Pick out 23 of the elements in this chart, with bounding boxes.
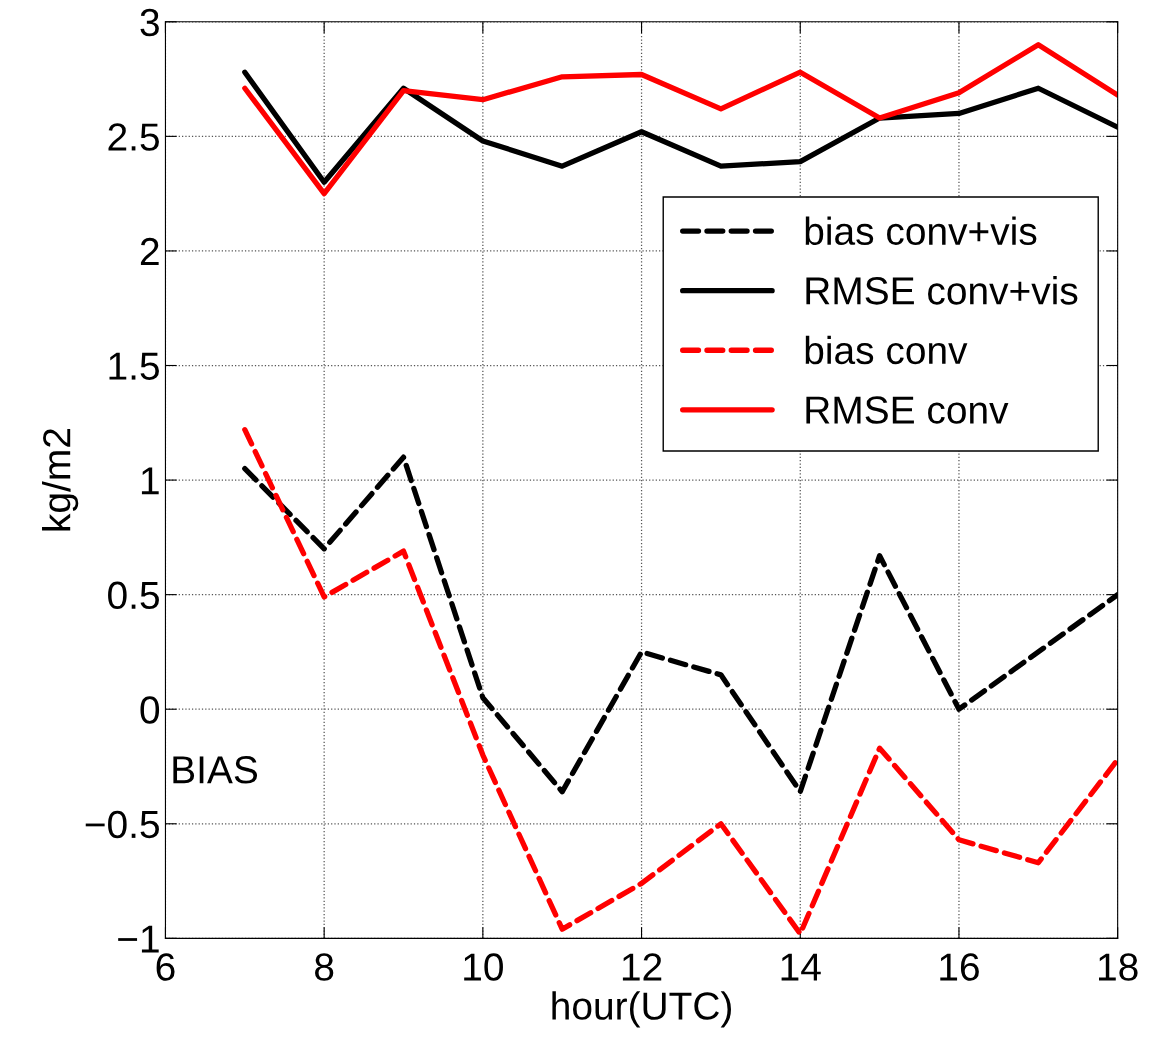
y-tick-label: −0.5 <box>85 810 159 839</box>
y-tick-label: −1 <box>118 925 159 953</box>
legend-label: bias conv+vis <box>805 216 1037 246</box>
annotation: BIAS <box>173 756 258 784</box>
x-tick-label: 18 <box>1099 953 1138 981</box>
x-tick-label: 14 <box>781 953 821 981</box>
x-tick-label: 6 <box>156 953 175 981</box>
y-axis-title: kg/m2 <box>42 429 79 531</box>
y-tick-label: 3 <box>140 8 159 37</box>
y-tick-label: 1 <box>141 467 159 495</box>
x-tick-label: 16 <box>940 953 979 981</box>
x-tick-label: 12 <box>622 953 662 981</box>
y-tick-label: 2 <box>140 237 159 266</box>
legend-label: RMSE conv <box>806 396 1009 424</box>
y-tick-label: 0 <box>140 696 160 724</box>
y-tick-label: 1.5 <box>109 352 159 380</box>
y-tick-label: 2.5 <box>108 123 159 151</box>
x-axis-title: hour(UTC) <box>552 991 731 1028</box>
legend-label: bias conv <box>805 335 968 365</box>
y-tick-label: 0.5 <box>108 581 159 610</box>
x-tick-label: 8 <box>315 953 334 981</box>
legend-label: RMSE conv+vis <box>806 276 1078 305</box>
x-tick-label: 10 <box>464 953 503 981</box>
